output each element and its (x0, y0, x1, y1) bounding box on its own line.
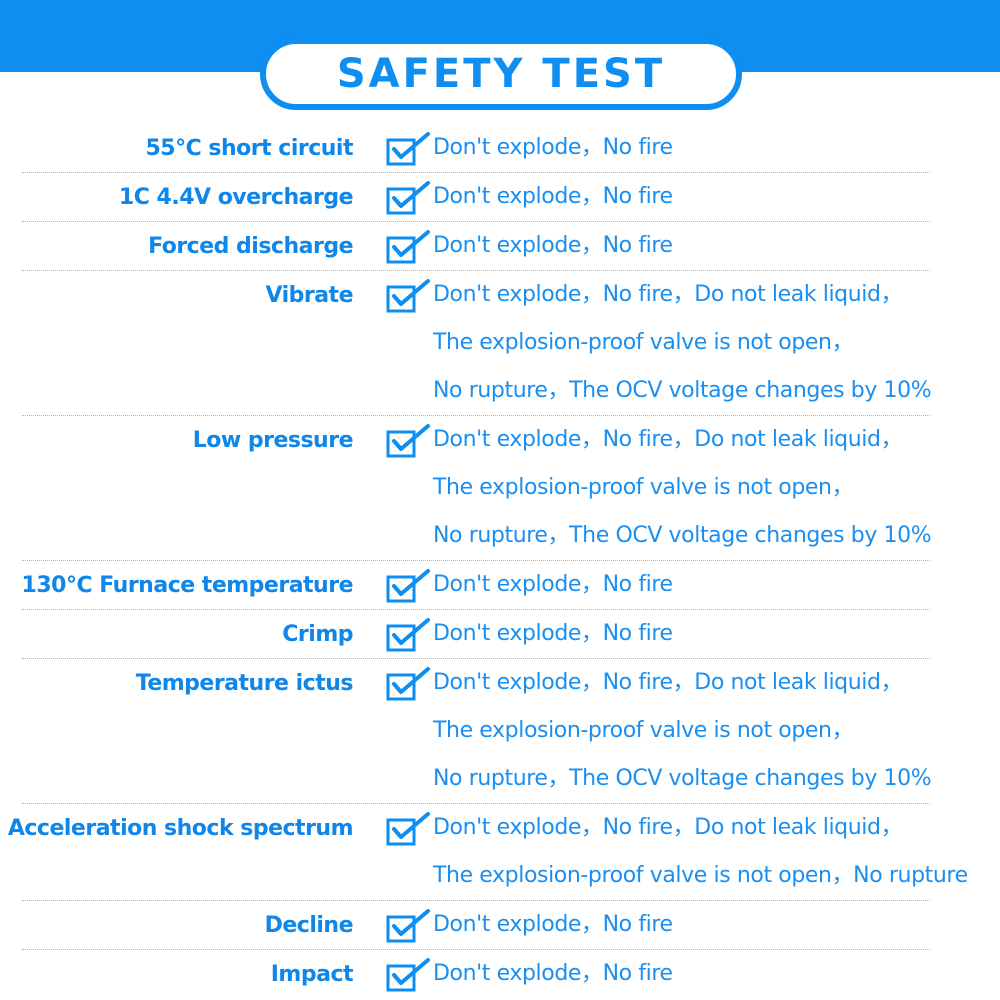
result-line: The explosion-proof valve is not open，No… (433, 863, 968, 888)
test-name: Crimp (282, 621, 353, 647)
safety-test-list: 55℃ short circuit Don't explode，No fire 1C… (0, 124, 1000, 998)
test-name: 130℃ Furnace temperature (21, 572, 354, 598)
test-name: Low pressure (192, 427, 354, 453)
checked-box-icon (386, 618, 430, 652)
test-name: Decline (264, 912, 354, 938)
result-line: The explosion-proof valve is not open， (433, 330, 854, 355)
test-name: Vibrate (265, 282, 353, 308)
result-line: Don't explode，No fire (433, 184, 673, 209)
result-line: Don't explode，No fire，Do not leak liquid… (433, 427, 903, 452)
test-name: Forced discharge (148, 233, 353, 259)
test-name: Acceleration shock spectrum (7, 815, 354, 841)
result-line: The explosion-proof valve is not open， (433, 718, 854, 743)
result-line: Don't explode，No fire，Do not leak liquid… (433, 670, 903, 695)
checked-box-icon (386, 132, 430, 166)
result-line: Don't explode，No fire (433, 233, 673, 258)
test-row: Acceleration shock spectrum Don't explode… (8, 804, 968, 901)
checked-box-icon (386, 569, 430, 603)
result-line: No rupture，The OCV voltage changes by 10… (433, 766, 932, 791)
result-line: Don't explode，No fire，Do not leak liquid… (433, 282, 903, 307)
result-line: Don't explode，No fire (433, 961, 673, 986)
checked-box-icon (386, 909, 430, 943)
title-banner: SAFETY TEST (260, 38, 742, 110)
checked-box-icon (386, 424, 430, 458)
test-row: Decline Don't explode，No fire (22, 901, 930, 950)
checked-box-icon (386, 279, 430, 313)
test-row: Impact Don't explode，No fire (22, 950, 930, 998)
test-row: 130℃ Furnace temperature Don't explode，No… (22, 561, 930, 610)
test-row: Vibrate Don't explode，No fire，Do not leak… (22, 271, 932, 416)
result-line: The explosion-proof valve is not open， (433, 475, 854, 500)
result-line: No rupture，The OCV voltage changes by 10… (433, 378, 932, 403)
checked-box-icon (386, 958, 430, 992)
test-row: Temperature ictus Don't explode，No fire，D… (22, 659, 932, 804)
test-row: Crimp Don't explode，No fire (22, 610, 930, 659)
test-row: Low pressure Don't explode，No fire，Do not… (22, 416, 932, 561)
checked-box-icon (386, 181, 430, 215)
result-line: Don't explode，No fire (433, 572, 673, 597)
result-line: No rupture，The OCV voltage changes by 10… (433, 523, 932, 548)
test-row: 55℃ short circuit Don't explode，No fire (22, 124, 930, 173)
result-line: Don't explode，No fire (433, 912, 673, 937)
result-line: Don't explode，No fire (433, 621, 673, 646)
checked-box-icon (386, 667, 430, 701)
result-line: Don't explode，No fire，Do not leak liquid… (433, 815, 903, 840)
test-name: Impact (270, 961, 354, 987)
test-name: 1C 4.4V overcharge (118, 184, 354, 210)
result-line: Don't explode，No fire (433, 135, 673, 160)
test-name: 55℃ short circuit (145, 135, 353, 161)
checked-box-icon (386, 230, 430, 264)
test-row: Forced discharge Don't explode，No fire (22, 222, 930, 271)
test-row: 1C 4.4V overcharge Don't explode，No fire (22, 173, 930, 222)
page-title: SAFETY TEST (336, 51, 666, 97)
checked-box-icon (386, 812, 430, 846)
test-name: Temperature ictus (135, 670, 354, 696)
